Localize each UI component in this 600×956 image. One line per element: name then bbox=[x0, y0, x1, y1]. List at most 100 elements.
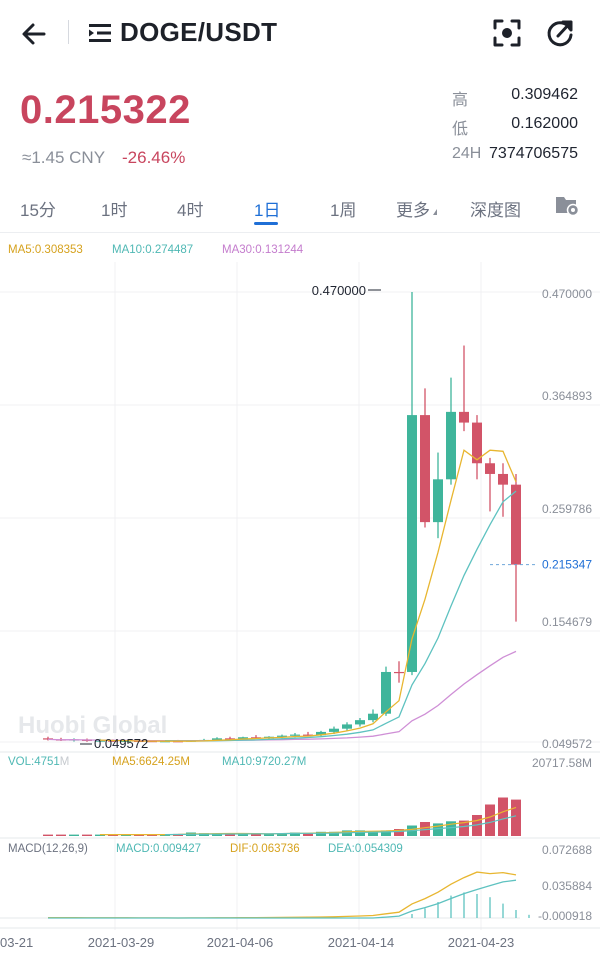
volume-bar bbox=[446, 821, 456, 836]
triangle-icon bbox=[433, 208, 437, 215]
vol-ma10-legend: MA10:9720.27M bbox=[222, 756, 307, 768]
tab-depth-chart[interactable]: 深度图 bbox=[470, 201, 521, 220]
volume-bar bbox=[277, 833, 287, 836]
moving-averages bbox=[47, 449, 517, 742]
volume-bar bbox=[290, 832, 300, 836]
candle-body bbox=[225, 738, 235, 740]
volume-bar bbox=[459, 820, 469, 836]
candle-body bbox=[420, 415, 430, 523]
volume-bar bbox=[511, 799, 521, 836]
top-bar: DOGE/USDT bbox=[0, 0, 600, 66]
divider bbox=[68, 20, 69, 44]
screenshot-icon[interactable] bbox=[492, 18, 522, 48]
candle-body bbox=[433, 479, 443, 523]
tab-more-label: 更多 bbox=[396, 201, 430, 220]
volume-bar bbox=[56, 834, 66, 836]
vol-ma5-legend: MA5:6624.25M bbox=[112, 756, 190, 768]
volume-bar bbox=[329, 831, 339, 836]
macd-axis-label: -0.000918 bbox=[538, 909, 592, 923]
candle-body bbox=[446, 411, 456, 480]
candle-body bbox=[355, 720, 365, 725]
volume-bar bbox=[225, 833, 235, 836]
dif-line bbox=[48, 871, 517, 919]
tab-4hour[interactable]: 4时 bbox=[177, 201, 204, 220]
candle-body bbox=[329, 728, 339, 732]
tab-1hour[interactable]: 1时 bbox=[101, 201, 128, 220]
date-axis-label: 2021-03-29 bbox=[88, 935, 155, 950]
volume-bar bbox=[498, 797, 508, 836]
volume-bar bbox=[121, 834, 131, 836]
volume-bar bbox=[264, 833, 274, 836]
price-axis-label: 0.049572 bbox=[542, 737, 592, 751]
low-value: 0.162000 bbox=[511, 115, 578, 132]
candle-body bbox=[485, 463, 495, 474]
chart-grid bbox=[0, 262, 600, 930]
ma5-line bbox=[99, 449, 517, 742]
candle-body bbox=[407, 415, 417, 672]
candle-body bbox=[459, 411, 469, 423]
candle-body bbox=[394, 671, 404, 674]
ma30-legend: MA30:0.131244 bbox=[222, 244, 304, 256]
volume-bar bbox=[160, 834, 170, 836]
high-label: 高 bbox=[452, 92, 469, 109]
candle-body bbox=[290, 734, 300, 736]
chart-settings-icon[interactable] bbox=[554, 193, 580, 217]
candles bbox=[43, 292, 521, 743]
candle-body bbox=[472, 422, 482, 464]
tab-15min[interactable]: 15分 bbox=[20, 201, 56, 220]
volume-bar bbox=[147, 834, 157, 836]
volume-bar bbox=[251, 833, 261, 836]
volume-bar bbox=[381, 830, 391, 836]
date-axis-label: 2021-04-06 bbox=[207, 935, 274, 950]
candle-body bbox=[277, 735, 287, 737]
date-axis-label: 2021-04-23 bbox=[448, 935, 515, 950]
candle-body bbox=[43, 738, 53, 740]
volume-bars: 20717.58M bbox=[43, 756, 592, 836]
min-price-label: 0.049572 bbox=[94, 736, 148, 751]
price-axis: 0.470000 0.364893 0.259786 0.154679 0.049572… bbox=[80, 283, 592, 751]
tab-1day[interactable]: 1日 bbox=[254, 201, 281, 220]
volume-bar bbox=[238, 833, 248, 836]
price-axis-label: 0.154679 bbox=[542, 615, 592, 629]
macd-params-legend: MACD(12,26,9) bbox=[8, 843, 88, 855]
tab-1week[interactable]: 1周 bbox=[330, 201, 357, 220]
dea-line bbox=[48, 879, 517, 919]
volume-bar bbox=[316, 831, 326, 836]
volume-bar bbox=[43, 834, 53, 836]
tab-more[interactable]: 更多 bbox=[396, 196, 437, 221]
ma5-legend: MA5:0.308353 bbox=[8, 244, 83, 256]
candle-body bbox=[316, 731, 326, 736]
candle-body bbox=[498, 473, 508, 485]
volume-bar bbox=[368, 831, 378, 836]
kline-chart[interactable]: Huobi Global 0.470000 0.364893 0.259786 0.1… bbox=[0, 262, 600, 956]
current-price-label: 0.215347 bbox=[542, 558, 592, 572]
active-tab-indicator bbox=[254, 222, 278, 225]
vol-legend-value: VOL:4751 bbox=[8, 756, 60, 768]
price-axis-label: 0.259786 bbox=[542, 502, 592, 516]
trading-pair-title[interactable]: DOGE/USDT bbox=[120, 17, 278, 47]
ma10-legend: MA10:0.274487 bbox=[112, 244, 194, 256]
market-list-icon[interactable] bbox=[88, 22, 114, 44]
back-arrow-icon[interactable] bbox=[18, 18, 50, 50]
date-axis-label: 03-21 bbox=[0, 935, 33, 950]
cny-price: ≈1.45 CNY bbox=[22, 148, 106, 167]
volume-bar bbox=[95, 834, 105, 836]
vol-legend: VOL:4751M bbox=[8, 756, 69, 768]
macd-panel: 0.072688 0.035884 -0.000918 bbox=[0, 843, 592, 923]
candle-body bbox=[381, 671, 391, 714]
candle-body bbox=[511, 484, 521, 565]
price-change-percent: -26.46% bbox=[122, 148, 186, 167]
volume-axis-label: 20717.58M bbox=[532, 756, 592, 770]
volume-bar bbox=[134, 834, 144, 836]
candle-body bbox=[342, 724, 352, 729]
price-axis-label: 0.364893 bbox=[542, 389, 592, 403]
timeframe-tabs: 15分 1时 4时 1日 1周 更多 深度图 bbox=[0, 188, 600, 228]
price-axis-label: 0.470000 bbox=[542, 287, 592, 301]
volume-24h-value: 7374706575 bbox=[489, 145, 578, 162]
volume-bar bbox=[355, 830, 365, 836]
share-icon[interactable] bbox=[545, 18, 575, 48]
low-label: 低 bbox=[452, 121, 469, 138]
macd-axis-label: 0.072688 bbox=[542, 843, 592, 857]
volume-bar bbox=[433, 823, 443, 836]
high-value: 0.309462 bbox=[511, 86, 578, 103]
